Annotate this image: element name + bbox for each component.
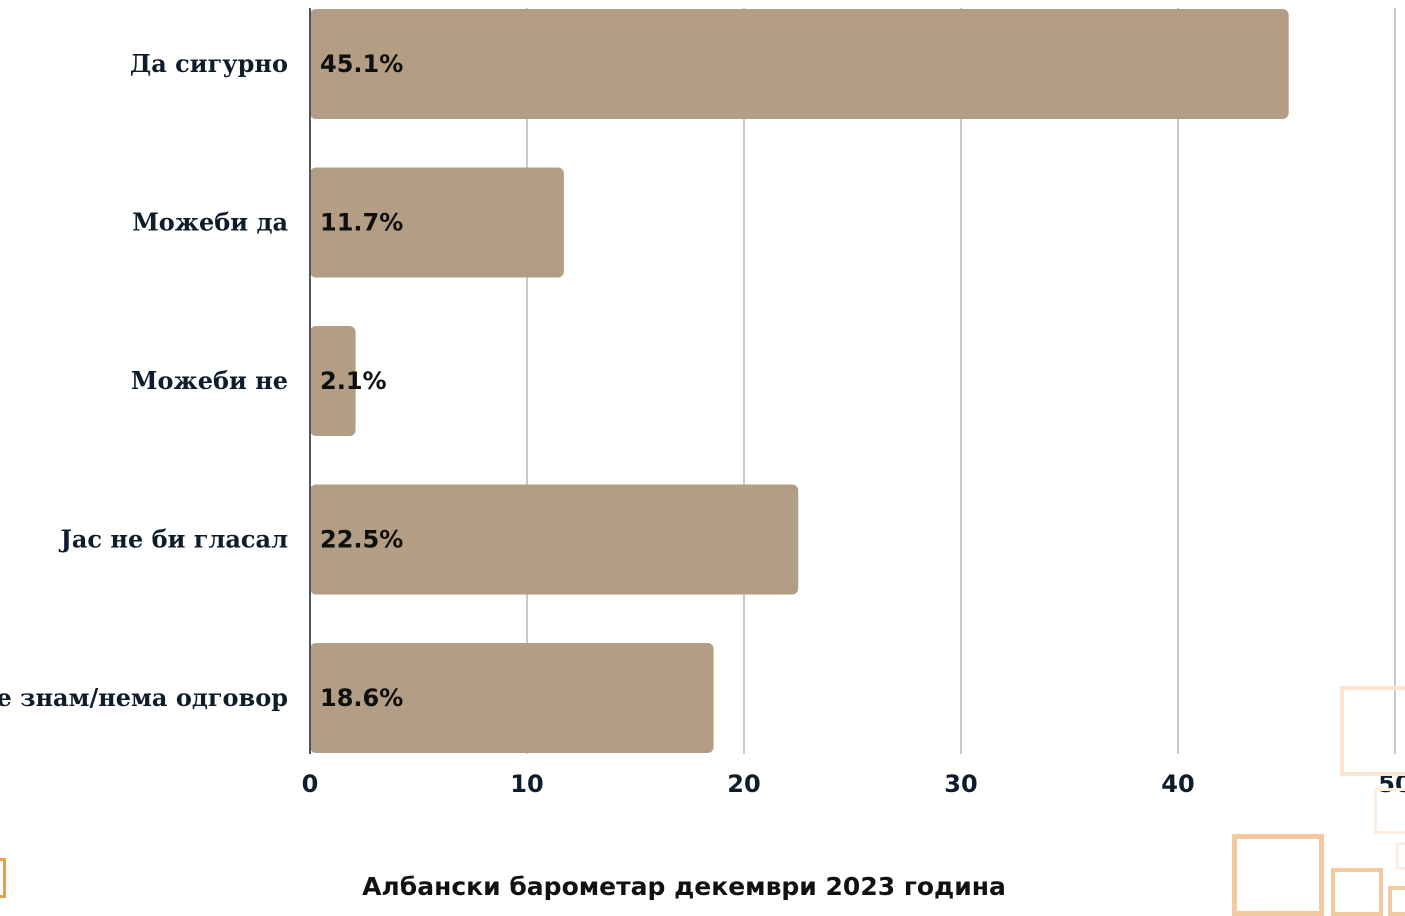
x-tick-label-20: 20 xyxy=(727,770,760,798)
category-label-3: Можеби не xyxy=(131,366,288,395)
bar-2 xyxy=(310,167,564,278)
x-tick-label-0: 0 xyxy=(302,770,319,798)
category-label-4: Јас не би гласал xyxy=(59,525,289,554)
bar-5 xyxy=(310,643,714,753)
bar-1 xyxy=(310,9,1289,119)
value-label-3: 2.1% xyxy=(320,367,387,395)
x-tick-label-30: 30 xyxy=(944,770,977,798)
category-label-5: Не знам/нема одговор xyxy=(0,683,288,712)
x-tick-label-40: 40 xyxy=(1161,770,1194,798)
decor-square-2 xyxy=(1374,788,1405,834)
value-label-5: 18.6% xyxy=(320,684,403,712)
category-labels: Да сигурно Можеби да Можеби не Јас не би гл… xyxy=(0,49,288,712)
value-label-4: 22.5% xyxy=(320,526,403,554)
x-tick-label-10: 10 xyxy=(510,770,543,798)
bars xyxy=(310,9,1289,753)
value-label-2: 11.7% xyxy=(320,209,403,237)
bar-3 xyxy=(310,326,356,436)
decor-square-1 xyxy=(1340,686,1405,776)
category-label-2: Можеби да xyxy=(132,208,288,237)
bar-4 xyxy=(310,484,799,595)
value-labels: 45.1% 11.7% 2.1% 22.5% 18.6% xyxy=(320,50,403,712)
value-label-1: 45.1% xyxy=(320,50,403,78)
logo-fragment xyxy=(0,858,6,898)
chart-footer-source: Албански барометар декември 2023 година xyxy=(362,872,1006,901)
x-tick-labels: 0 10 20 30 40 50 xyxy=(302,770,1405,798)
grid-lines xyxy=(526,8,1396,754)
category-label-1: Да сигурно xyxy=(130,49,288,78)
decor-square-3 xyxy=(1396,842,1405,870)
